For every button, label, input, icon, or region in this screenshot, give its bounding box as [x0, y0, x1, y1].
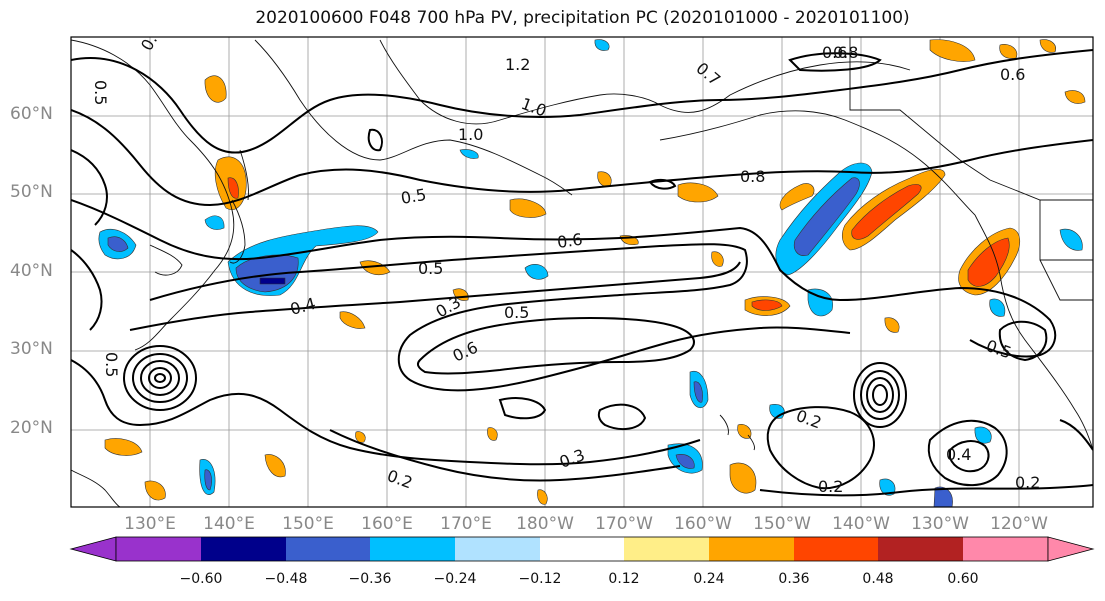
contour-label: 0.4 [946, 445, 971, 464]
contour-label: 0.2 [1015, 473, 1040, 492]
contour-label: 0.5 [984, 336, 1014, 363]
colorbar-cell [794, 537, 878, 561]
gridlines [71, 37, 1093, 507]
colorbar-cell [963, 537, 1048, 561]
lon-label: 130°E [124, 514, 176, 534]
contour-label: 0.8 [740, 167, 765, 186]
lat-label-50n: 50°N [10, 182, 53, 202]
lat-label-40n: 40°N [10, 261, 53, 281]
lon-label: 140°W [832, 514, 890, 534]
contour-label: 0.2 [818, 477, 843, 496]
lon-label: 150°E [282, 514, 334, 534]
precip-patches [98, 39, 1086, 507]
colorbar-cell [540, 537, 624, 561]
colorbar-cell [878, 537, 963, 561]
contour-label: 0.2 [385, 466, 415, 493]
contour-label: 0.4 [137, 22, 166, 54]
contour-label: 0.6 [1000, 65, 1025, 84]
lon-label: 160°W [674, 514, 732, 534]
map-title: 2020100600 F048 700 hPa PV, precipitatio… [255, 8, 910, 28]
contour-label: 0.5 [91, 80, 110, 105]
colorbar-max-arrow [1047, 536, 1095, 562]
lat-label-60n: 60°N [10, 104, 53, 124]
colorbar [69, 536, 1095, 562]
map-frame [70, 36, 1094, 508]
contour-label: 0.8 [833, 43, 858, 62]
colorbar-cell [116, 537, 201, 561]
colorbar-tick: 0.36 [778, 571, 810, 587]
colorbar-cell [201, 537, 286, 561]
colorbar-cell [370, 537, 455, 561]
colorbar-tick: −0.12 [518, 571, 562, 587]
pv-contours [71, 49, 1093, 497]
contour-label: 0.6 [450, 338, 481, 366]
contour-label: 0.5 [102, 352, 121, 377]
contour-label: 0.7 [692, 59, 724, 90]
colorbar-tick: 0.12 [608, 571, 640, 587]
colorbar-cell [455, 537, 540, 561]
contour-label: 0.6 [556, 230, 584, 252]
lon-label: 120°W [990, 514, 1048, 534]
lon-label: 140°E [203, 514, 255, 534]
lon-label: 130°W [911, 514, 969, 534]
contour-label: 0.4 [288, 294, 318, 319]
contour-label: 0.5 [504, 303, 529, 322]
contour-label: 0.2 [794, 406, 824, 433]
colorbar-tick: −0.48 [264, 571, 308, 587]
colorbar-tick: 0.60 [947, 571, 979, 587]
colorbar-tick: −0.60 [179, 571, 223, 587]
lon-label: 170°E [440, 514, 492, 534]
lon-label: 180°W [516, 514, 574, 534]
coastlines [71, 37, 1093, 507]
contour-label: 1.0 [458, 125, 483, 144]
contour-label: 0.5 [418, 259, 443, 278]
contour-label: 0.6 [822, 43, 847, 62]
contour-label: 1.2 [505, 55, 530, 74]
lon-label: 170°W [595, 514, 653, 534]
colorbar-min-arrow [69, 536, 117, 562]
colorbar-cells [115, 536, 1049, 562]
colorbar-tick: −0.36 [348, 571, 392, 587]
lon-label: 160°E [361, 514, 413, 534]
colorbar-cell [709, 537, 794, 561]
lat-label-30n: 30°N [10, 339, 53, 359]
colorbar-tick: 0.24 [693, 571, 725, 587]
contour-label: 0.3 [557, 445, 587, 472]
colorbar-cell [624, 537, 709, 561]
colorbar-tick: −0.24 [433, 571, 477, 587]
lon-label: 150°W [753, 514, 811, 534]
colorbar-cell [286, 537, 370, 561]
colorbar-tick: 0.48 [862, 571, 894, 587]
lat-label-20n: 20°N [10, 418, 53, 438]
contour-label: 0.5 [399, 185, 427, 208]
